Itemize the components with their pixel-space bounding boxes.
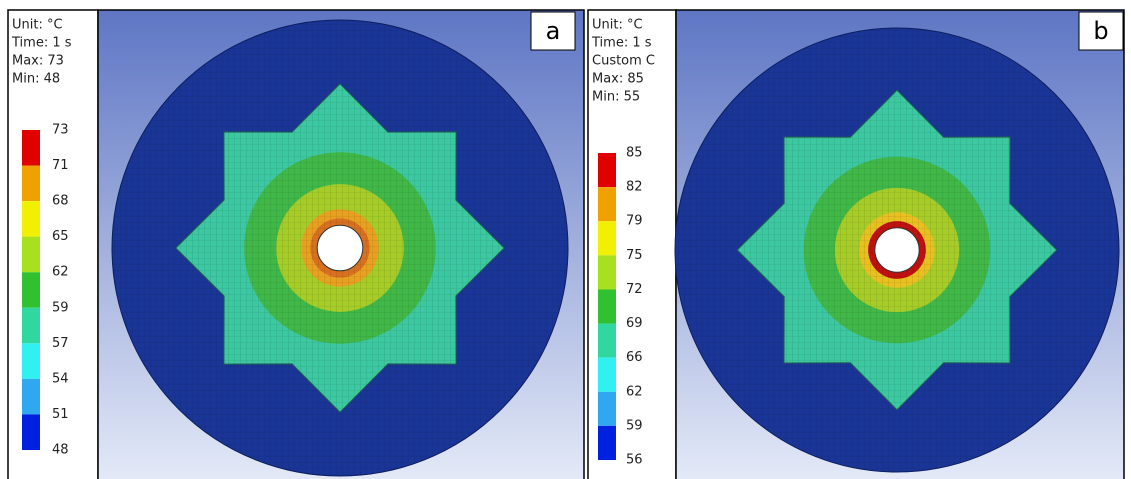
info-line: Max: 73 bbox=[12, 54, 64, 69]
legend-label: 73 bbox=[52, 123, 69, 138]
legend-label: 59 bbox=[626, 418, 643, 433]
legend-swatch bbox=[22, 343, 40, 379]
legend-swatch bbox=[22, 378, 40, 415]
legend-swatch bbox=[22, 236, 40, 273]
panel-label: b bbox=[1093, 17, 1108, 45]
legend-swatch bbox=[598, 391, 616, 426]
legend-label: 57 bbox=[52, 336, 69, 351]
legend-swatch bbox=[22, 201, 40, 237]
legend-label: 59 bbox=[52, 300, 69, 315]
legend-swatch bbox=[598, 255, 616, 290]
info-line: Custom C bbox=[592, 54, 655, 69]
legend-label: 65 bbox=[52, 229, 69, 244]
panel-label-box bbox=[1078, 11, 1124, 51]
legend-label: 62 bbox=[52, 265, 69, 280]
legend-swatch bbox=[598, 425, 616, 460]
legend-swatch bbox=[598, 289, 616, 324]
legend-swatch bbox=[22, 414, 40, 450]
legend-swatch bbox=[598, 153, 616, 188]
shaft-hole bbox=[316, 224, 364, 272]
legend-label: 72 bbox=[626, 282, 643, 297]
legend-swatch bbox=[598, 323, 616, 358]
legend-label: 68 bbox=[52, 194, 69, 209]
panel-label-box bbox=[530, 11, 576, 51]
legend-label: 48 bbox=[52, 443, 69, 458]
legend-label: 62 bbox=[626, 384, 643, 399]
legend-label: 54 bbox=[52, 371, 69, 386]
shaft-hole bbox=[874, 227, 920, 273]
legend-label: 69 bbox=[626, 316, 643, 331]
info-line: Min: 55 bbox=[592, 90, 640, 105]
result-panel: Unit: °C Time: 1 s Max: 73 Min: 48 73 71 68 65 6… bbox=[7, 9, 585, 479]
info-line: Time: 1 s bbox=[591, 36, 652, 51]
panel-label: a bbox=[546, 17, 561, 45]
result-panel: Unit: °C Time: 1 s Custom C Max: 85 Min: 55 8… bbox=[587, 9, 1125, 479]
legend-label: 79 bbox=[626, 214, 643, 229]
legend-label: 82 bbox=[626, 180, 643, 195]
info-line: Time: 1 s bbox=[11, 36, 72, 51]
legend-swatch bbox=[598, 187, 616, 222]
info-line: Max: 85 bbox=[592, 72, 644, 87]
legend-label: 85 bbox=[626, 146, 643, 161]
info-line: Unit: °C bbox=[592, 18, 643, 33]
legend-swatch bbox=[22, 130, 40, 166]
info-line: Min: 48 bbox=[12, 72, 60, 87]
legend-swatch bbox=[22, 165, 40, 202]
legend-label: 66 bbox=[626, 350, 643, 365]
legend-swatch bbox=[598, 221, 616, 256]
legend-label: 51 bbox=[52, 407, 69, 422]
legend-swatch bbox=[598, 357, 616, 392]
legend-swatch bbox=[22, 307, 40, 344]
legend-label: 71 bbox=[52, 158, 69, 173]
info-line: Unit: °C bbox=[12, 18, 63, 33]
legend-swatch bbox=[22, 272, 40, 308]
legend-label: 56 bbox=[626, 453, 643, 468]
legend-label: 75 bbox=[626, 248, 643, 263]
